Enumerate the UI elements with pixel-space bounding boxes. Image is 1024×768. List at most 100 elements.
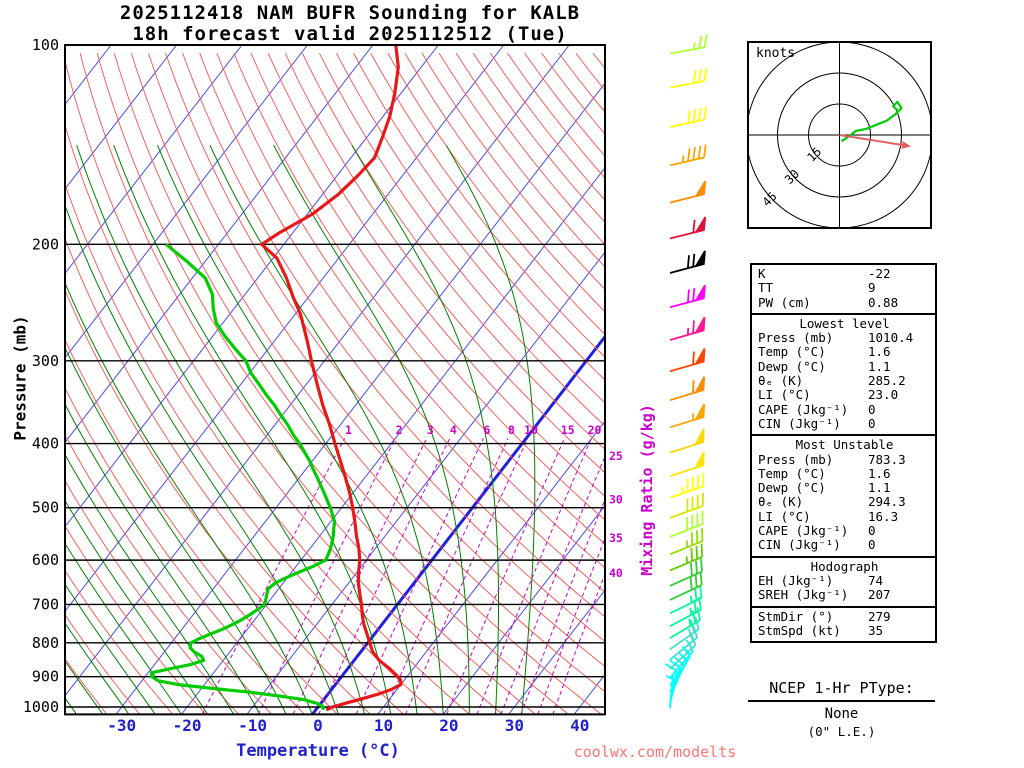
row-label: Dewp (°C) — [758, 480, 826, 496]
ptype-panel: NCEP 1-Hr PType: None (0" L.E.) — [748, 679, 935, 739]
table-row: LI (°C) 16.3 — [758, 509, 931, 524]
dry-adiabat-line — [387, 52, 605, 336]
temperature-tick-label: -30 — [107, 716, 136, 735]
row-label: PW (cm) — [758, 294, 811, 310]
dry-adiabat-line — [65, 525, 207, 715]
barb-full — [700, 543, 704, 557]
barb-staff — [669, 628, 700, 650]
watermark: coolwx.com/modelts — [573, 743, 737, 761]
dry-adiabat-line — [65, 479, 240, 715]
dry-adiabat-line — [455, 52, 605, 246]
barb-flag — [693, 428, 705, 446]
barb-staff — [669, 570, 703, 587]
wind-barb — [669, 558, 703, 587]
mixing-ratio-label: 3 — [427, 423, 434, 437]
barb-full — [692, 219, 696, 233]
isotherm-line — [508, 589, 605, 715]
wind-barb — [669, 316, 706, 341]
mixing-ratio-line — [405, 438, 529, 715]
barb-full — [686, 289, 690, 303]
wind-barb-column — [665, 34, 708, 709]
storm-motion-arrowhead — [901, 140, 911, 149]
chart-subtitle: 18h forecast valid 2025112512 (Tue) — [132, 23, 568, 45]
barb-staff — [669, 118, 705, 128]
barb-full — [703, 106, 707, 120]
pressure-tick-label: 500 — [32, 499, 59, 517]
dewpoint-trace — [149, 243, 337, 711]
mixing-ratio-label: 35 — [609, 531, 623, 545]
barb-half — [688, 618, 692, 626]
table-section: Most Unstable Press (mb) 783.3 Temp (°C) 1.6… — [752, 434, 935, 555]
row-value: 0 — [868, 523, 876, 539]
moist-adiabat-line — [65, 453, 235, 715]
barb-full — [694, 587, 698, 601]
ptype-value: None — [824, 706, 859, 722]
barb-staff — [669, 656, 691, 687]
row-label: Temp (°C) — [758, 344, 826, 360]
barb-half — [689, 595, 693, 603]
barb-flag — [693, 403, 706, 421]
ptype-note: (0" L.E.) — [807, 724, 876, 739]
barb-staff — [669, 650, 694, 679]
moist-adiabat-line — [445, 144, 536, 715]
hodo-ring — [777, 72, 902, 198]
barb-flag — [694, 250, 706, 268]
mixing-ratio-line — [446, 438, 565, 715]
barb-full — [698, 35, 703, 49]
table-row: Dewp (°C) 1.1 — [758, 358, 931, 374]
pressure-tick-label: 700 — [32, 595, 59, 613]
row-label: CIN (Jkg⁻¹) — [758, 537, 841, 553]
row-value: 0 — [868, 537, 876, 553]
barb-full — [689, 619, 696, 633]
table-row: CIN (Jkg⁻¹) 0 — [758, 416, 931, 431]
wind-barb — [669, 492, 704, 519]
isotherm-line — [65, 45, 177, 190]
mixing-ratio-line — [537, 537, 605, 715]
temperature-axis-label: Temperature (°C) — [236, 741, 400, 761]
barb-flag — [694, 316, 706, 335]
temperature-tick-label: -20 — [173, 716, 202, 735]
barb-full — [696, 607, 701, 621]
table-row: Press (mb) 783.3 — [758, 452, 931, 467]
barb-full — [698, 69, 702, 83]
barb-staff — [669, 555, 703, 572]
barb-staff — [669, 540, 703, 556]
barb-staff — [669, 636, 698, 661]
isotherm-line — [65, 45, 570, 697]
row-label: Dewp (°C) — [758, 358, 826, 374]
barb-full — [703, 34, 708, 48]
moist-adiabat-line — [113, 144, 392, 715]
mixing-ratio-label: 15 — [561, 423, 575, 437]
dry-adiabat-line — [404, 52, 605, 313]
barb-full — [699, 572, 703, 586]
row-label: Press (mb) — [758, 330, 834, 346]
barb-flag — [694, 284, 706, 302]
barb-staff — [669, 597, 702, 615]
row-value: 207 — [868, 587, 891, 603]
mixing-ratio-label: 20 — [588, 423, 602, 437]
barb-full — [703, 144, 707, 158]
barb-full — [692, 351, 695, 365]
barb-full — [697, 145, 702, 159]
row-value: 1.1 — [868, 358, 891, 374]
pressure-tick-label: 800 — [32, 634, 59, 652]
barb-full — [692, 288, 696, 302]
row-label: CAPE (Jkg⁻¹) — [758, 401, 849, 417]
table-row: PW (cm) 0.88 — [758, 294, 931, 310]
wind-barb — [669, 607, 701, 639]
dry-adiabat-line — [301, 52, 605, 450]
moist-adiabat-line — [65, 346, 287, 715]
wind-barb — [669, 543, 704, 572]
pressure-tick-label: 400 — [32, 435, 59, 453]
row-value: 1010.4 — [868, 330, 914, 346]
barb-full — [692, 109, 697, 123]
barb-full — [690, 548, 693, 562]
temperature-tick-label: 0 — [313, 716, 323, 735]
barb-staff — [669, 46, 705, 55]
mixing-ratio-line — [476, 438, 592, 715]
table-row: EH (Jkg⁻¹) 74 — [758, 573, 931, 588]
dry-adiabat-line — [65, 237, 404, 715]
hodograph-units-label: knots — [756, 46, 796, 61]
mixing-ratio-label: 1 — [345, 423, 352, 437]
